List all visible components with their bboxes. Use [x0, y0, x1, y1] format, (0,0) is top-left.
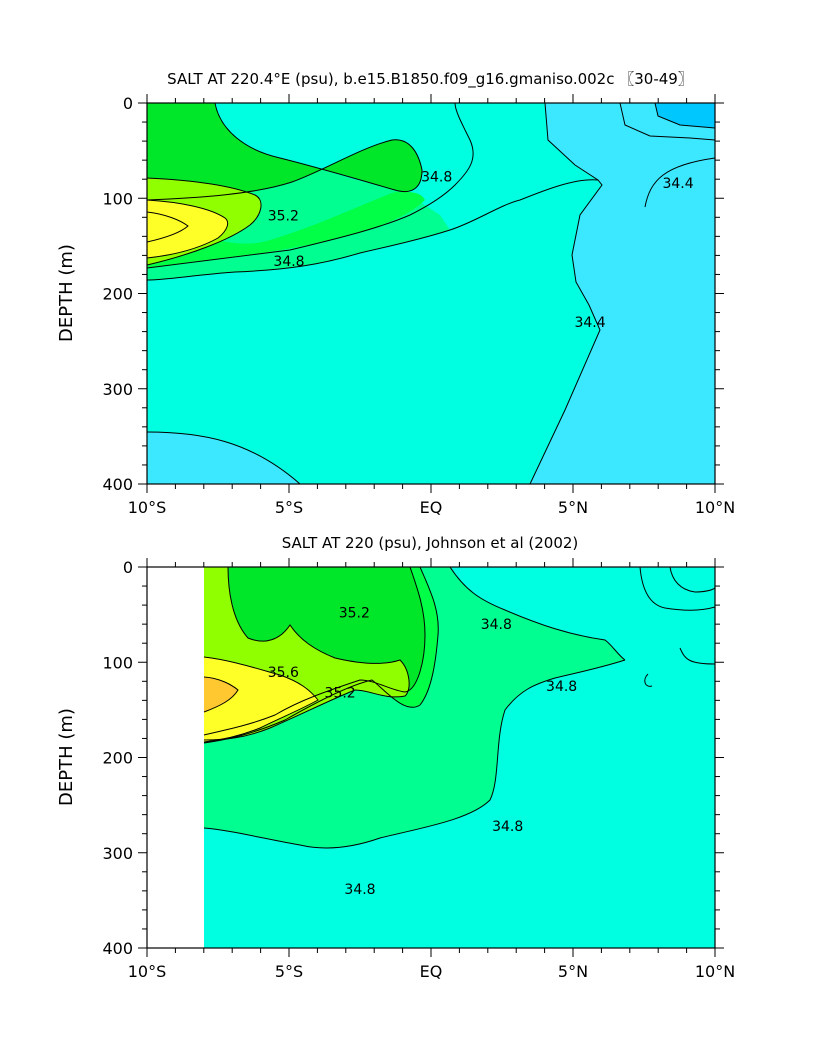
y-tick-label: 400 [102, 939, 133, 958]
contour-label: 34.8 [481, 617, 512, 633]
x-tick-label: EQ [420, 962, 443, 981]
contour-label: 35.2 [339, 606, 370, 622]
bottom-fill-356 [204, 677, 238, 712]
y-tick-label: 100 [102, 189, 133, 208]
x-tick-label: 10°S [128, 962, 167, 981]
panel-bottom-contours [203, 567, 715, 849]
panel-bottom-title: SALT AT 220 (psu), Johnson et al (2002) [282, 534, 579, 552]
top-contour-344-east [529, 103, 603, 484]
contour-label: 35.2 [268, 208, 299, 224]
panel-bottom-ylabel: DEPTH (m) [56, 708, 77, 806]
panel-top: SALT AT 220.4°E (psu), b.e15.B1850.f09_g… [56, 70, 735, 517]
bottom-contour-350 [203, 567, 426, 736]
y-tick-label: 400 [102, 475, 133, 494]
top-contour-344-sw [147, 431, 301, 484]
x-tick-label: 10°N [695, 962, 735, 981]
contour-label: 35.2 [325, 686, 356, 702]
bottom-contour-346 [203, 659, 626, 849]
top-contour-340 [619, 103, 715, 141]
panel-bottom-contour-labels: 35.2 35.6 35.2 34.8 34.8 34.8 34.8 [268, 606, 577, 898]
top-fill-344-east [530, 103, 715, 484]
contour-label: 34.8 [273, 254, 304, 270]
top-fill-344-sw [147, 432, 300, 484]
x-tick-label: 5°S [275, 962, 303, 981]
y-tick-label: 0 [123, 94, 133, 113]
y-tick-label: 300 [102, 380, 133, 399]
y-tick-label: 0 [123, 558, 133, 577]
bottom-contour-346-small [644, 673, 653, 687]
contour-label: 34.8 [421, 169, 452, 185]
panel-top-contour-labels: 35.2 34.8 34.8 34.4 34.4 [268, 169, 694, 331]
y-tick-label: 100 [102, 653, 133, 672]
top-contour-354 [147, 199, 229, 259]
bottom-contour-344 [639, 567, 715, 611]
contour-label: 34.8 [492, 819, 523, 835]
y-tick-label: 300 [102, 844, 133, 863]
panel-top-axes: 10°S 5°S EQ 5°N 10°N 0 100 200 300 400 [102, 94, 735, 517]
top-fill-338-corner [655, 103, 715, 128]
bottom-contour-348 [203, 567, 439, 744]
bottom-contour-352 [203, 567, 410, 741]
y-tick-label: 200 [102, 749, 133, 768]
panel-top-title: SALT AT 220.4°E (psu), b.e15.B1850.f09_g… [167, 70, 693, 89]
top-fill-350 [147, 103, 422, 205]
top-contour-342-east [644, 157, 715, 208]
bottom-fill-354 [204, 657, 318, 742]
top-contour-356 [147, 211, 189, 243]
x-tick-label: 5°S [275, 498, 303, 517]
panel-top-ylabel: DEPTH (m) [56, 244, 77, 342]
contour-label: 34.4 [574, 315, 605, 331]
panel-bottom-axes: 10°S 5°S EQ 5°N 10°N 0 100 200 300 400 [102, 558, 735, 981]
bottom-contour-356 [203, 676, 239, 713]
x-tick-label: 10°S [128, 498, 167, 517]
x-tick-label: 5°N [558, 498, 588, 517]
bottom-contour-354 [203, 656, 319, 743]
x-tick-label: 10°N [695, 498, 735, 517]
contour-label: 34.8 [344, 882, 375, 898]
contour-label: 34.4 [662, 176, 693, 192]
panel-bottom: SALT AT 220 (psu), Johnson et al (2002) … [56, 534, 735, 981]
contour-label: 35.6 [268, 665, 299, 681]
top-contour-338 [654, 103, 715, 129]
bottom-contour-344-west [679, 647, 715, 665]
top-contour-346 [147, 179, 599, 281]
top-fill-354 [147, 200, 228, 258]
contour-label: 34.8 [546, 679, 577, 695]
top-contour-350 [147, 103, 423, 201]
panel-top-contours [147, 103, 715, 484]
top-contour-348 [147, 103, 474, 269]
top-contour-352 [147, 177, 262, 266]
bottom-contour-342 [669, 567, 715, 593]
panel-top-fills [147, 103, 715, 484]
x-tick-label: 5°N [558, 962, 588, 981]
x-tick-label: EQ [420, 498, 443, 517]
y-tick-label: 200 [102, 285, 133, 304]
bottom-contour-348-east [449, 567, 626, 661]
panel-bottom-fills [204, 567, 715, 948]
